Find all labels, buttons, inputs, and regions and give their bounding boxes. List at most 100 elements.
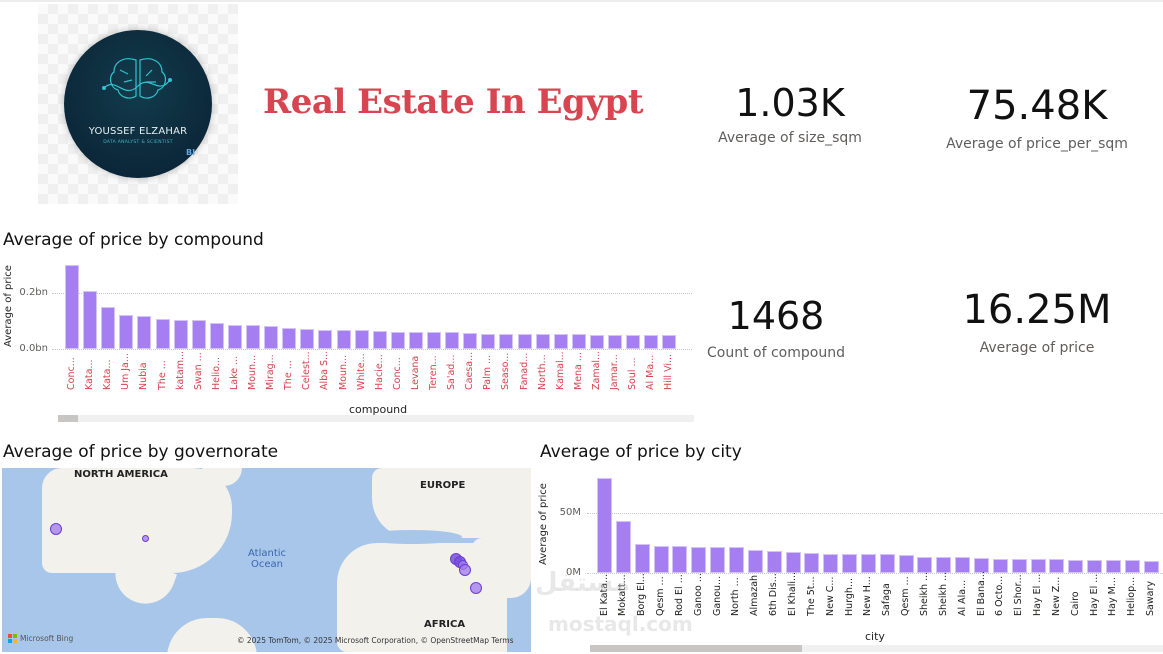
bar[interactable]: [728, 547, 744, 573]
bar[interactable]: [936, 557, 952, 573]
bar[interactable]: [101, 307, 116, 349]
bar[interactable]: [83, 291, 98, 349]
kpi-card-avg-size[interactable]: 1.03K Average of size_sqm: [700, 84, 880, 146]
bar[interactable]: [1124, 560, 1140, 573]
city-chart[interactable]: Average of price 50M 0M El Kata... Mokatt…: [535, 465, 1163, 654]
compound-chart[interactable]: Average of price 0.2bn 0.0bn Conc... Kata…: [0, 255, 700, 430]
bar[interactable]: [408, 331, 423, 349]
bar[interactable]: [992, 558, 1008, 573]
bar[interactable]: [227, 324, 242, 349]
bar[interactable]: [1068, 559, 1084, 573]
bar[interactable]: [1011, 558, 1027, 573]
x-tick-label: Sa'ad...: [446, 354, 458, 390]
bar[interactable]: [65, 265, 79, 349]
x-tick-label: North ...: [730, 577, 742, 616]
bar[interactable]: [300, 329, 315, 349]
bar[interactable]: [608, 335, 622, 349]
x-tick-label: Ganoo ...: [692, 573, 704, 616]
bar[interactable]: [499, 333, 514, 349]
bar[interactable]: [372, 331, 387, 349]
bar[interactable]: [955, 557, 971, 573]
bar[interactable]: [517, 333, 532, 349]
x-tick-label: Teren...: [428, 355, 439, 390]
map-bubble[interactable]: [470, 582, 482, 594]
bar[interactable]: [974, 558, 989, 573]
x-tick-label: Sawary: [1145, 581, 1157, 616]
x-tick-label: Celest...: [301, 351, 313, 390]
bar[interactable]: [390, 331, 405, 349]
bar[interactable]: [917, 556, 933, 573]
map-attribution[interactable]: © 2025 TomTom, © 2025 Microsoft Corporat…: [237, 636, 514, 645]
bar[interactable]: [246, 324, 260, 349]
governorate-map[interactable]: NORTH AMERICA EUROPE AFRICA Atlantic Ocea…: [2, 468, 531, 652]
scrollbar-thumb[interactable]: [590, 645, 802, 652]
bar[interactable]: [615, 521, 631, 573]
bar[interactable]: [644, 335, 659, 349]
x-tick-label: Hurgh...: [843, 577, 855, 616]
kpi-label: Count of compound: [707, 345, 845, 361]
bar[interactable]: [1143, 561, 1159, 573]
kpi-card-count-compound[interactable]: 1468 Count of compound: [686, 297, 866, 361]
gridline: [587, 573, 1163, 574]
scrollbar-thumb[interactable]: [58, 415, 78, 422]
map-bubble[interactable]: [50, 523, 62, 535]
x-tick-label: Levana: [409, 355, 421, 390]
bar[interactable]: [427, 331, 441, 349]
bar[interactable]: [209, 322, 224, 349]
bar[interactable]: [553, 334, 568, 349]
x-tick-label: El Bana...: [975, 571, 987, 616]
bar[interactable]: [662, 335, 677, 349]
bar[interactable]: [589, 335, 604, 349]
bar[interactable]: [336, 329, 351, 349]
horizontal-scrollbar[interactable]: [590, 645, 1163, 652]
bar[interactable]: [535, 334, 550, 349]
x-tick-label: Hay El ...: [1032, 573, 1044, 616]
compound-chart-title: Average of price by compound: [3, 230, 264, 250]
bar[interactable]: [804, 553, 820, 573]
bar[interactable]: [137, 315, 152, 349]
bar[interactable]: [842, 554, 858, 573]
bar[interactable]: [634, 544, 650, 573]
x-tick-label: Cairo: [1069, 591, 1081, 616]
bar[interactable]: [445, 332, 460, 349]
x-tick-label: Rod El ...: [673, 574, 685, 616]
bar[interactable]: [1049, 559, 1065, 573]
bar[interactable]: [626, 335, 641, 349]
kpi-label: Average of price_per_sqm: [946, 136, 1128, 152]
bar[interactable]: [119, 315, 134, 349]
bar[interactable]: [282, 328, 297, 349]
bar[interactable]: [481, 333, 496, 349]
bar[interactable]: [571, 334, 586, 349]
bar[interactable]: [318, 329, 333, 349]
bar[interactable]: [1087, 560, 1103, 573]
bar[interactable]: [1105, 560, 1121, 573]
map-bubble[interactable]: [142, 535, 149, 542]
bar[interactable]: [155, 319, 170, 349]
bar[interactable]: [653, 546, 669, 573]
bar[interactable]: [691, 546, 707, 573]
kpi-card-avg-price-per-sqm[interactable]: 75.48K Average of price_per_sqm: [937, 86, 1137, 152]
watermark-latin: mostaql.com: [548, 612, 693, 636]
bar[interactable]: [1030, 559, 1046, 573]
bar[interactable]: [766, 551, 782, 573]
kpi-card-avg-price[interactable]: 16.25M Average of price: [937, 290, 1137, 356]
map-bubble[interactable]: [459, 564, 471, 576]
x-tick-label: Mirag...: [265, 354, 277, 390]
gridline: [52, 349, 692, 350]
bar[interactable]: [672, 546, 688, 573]
bar[interactable]: [710, 547, 726, 573]
land-north-america: [42, 468, 232, 573]
bar[interactable]: [823, 553, 839, 573]
bar[interactable]: [173, 319, 188, 349]
bar[interactable]: [785, 552, 801, 573]
bar[interactable]: [354, 329, 369, 349]
bar[interactable]: [463, 333, 478, 349]
horizontal-scrollbar[interactable]: [58, 415, 694, 422]
bar[interactable]: [879, 554, 895, 573]
bar[interactable]: [597, 478, 612, 573]
bar[interactable]: [747, 550, 763, 573]
bar[interactable]: [264, 326, 279, 349]
bar[interactable]: [898, 555, 914, 573]
bar[interactable]: [191, 319, 206, 349]
bar[interactable]: [860, 554, 876, 573]
